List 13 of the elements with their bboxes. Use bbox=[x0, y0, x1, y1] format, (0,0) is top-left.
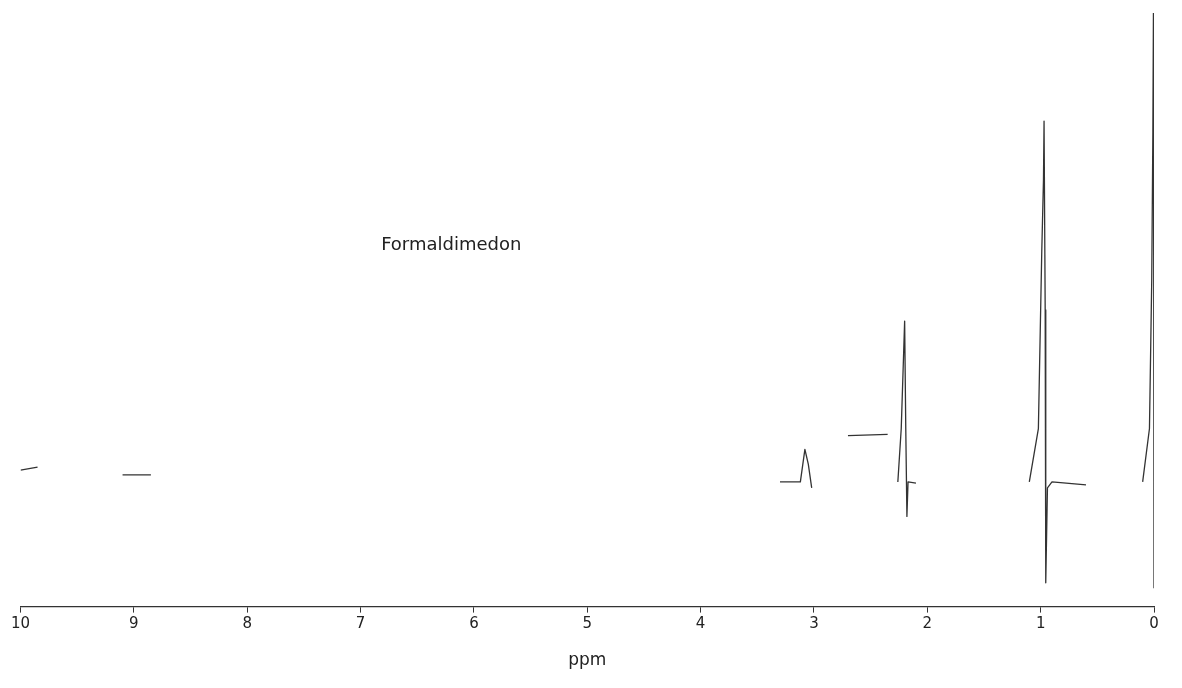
x-tick-label: 9 bbox=[129, 614, 139, 633]
x-tick-label: 3 bbox=[809, 614, 819, 633]
annotation: Formaldimedon bbox=[381, 233, 522, 255]
x-tick-label: 1 bbox=[1035, 614, 1046, 633]
x-tick-label: 7 bbox=[355, 614, 366, 633]
x-tick-label: 6 bbox=[469, 614, 479, 633]
x-tick-label: 5 bbox=[582, 614, 593, 633]
x-tick-label: 4 bbox=[695, 614, 706, 633]
x-tick-label: 8 bbox=[242, 614, 253, 633]
x-axis-title: ppm bbox=[568, 649, 607, 670]
x-tick-label: 0 bbox=[1149, 614, 1159, 633]
x-tick-label: 2 bbox=[922, 614, 933, 633]
x-tick-label: 10 bbox=[11, 614, 31, 633]
